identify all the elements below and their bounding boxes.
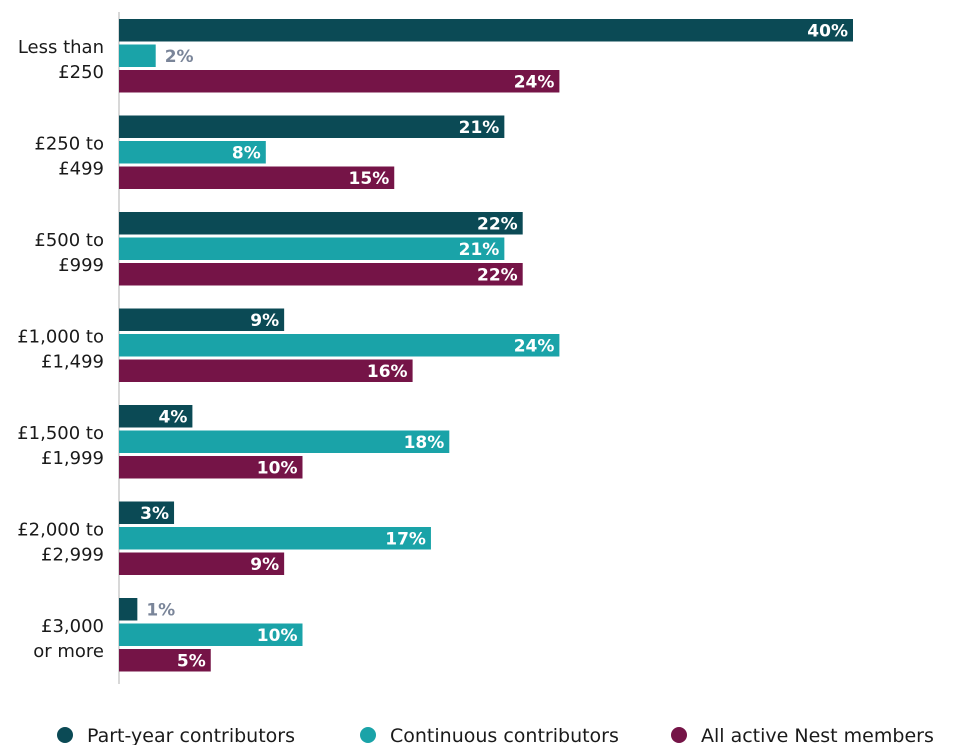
plot-area: Less than £250 40% 2% 24% £250 to £499 21% 8% 15%… [17, 12, 853, 684]
category-label: £500 to £999 [34, 230, 104, 276]
bar [119, 527, 431, 550]
bar [119, 552, 285, 575]
legend-label: Continuous contributors [390, 725, 619, 745]
data-label: 40% [807, 21, 848, 41]
category-label-line: £1,000 to [17, 326, 104, 347]
data-label: 10% [257, 626, 298, 646]
data-label: 8% [232, 143, 261, 163]
category-label: £1,000 to £1,499 [17, 326, 104, 372]
bar [119, 237, 505, 260]
data-label: 5% [177, 651, 206, 671]
bar [119, 430, 450, 453]
category-label-line: £250 [58, 62, 104, 83]
bar [119, 405, 193, 428]
category-label-line: £499 [58, 158, 104, 179]
legend-marker [671, 727, 687, 743]
data-label: 21% [459, 118, 500, 138]
data-label: 3% [140, 504, 169, 524]
category-label-line: £3,000 [41, 616, 104, 637]
bar [119, 115, 505, 138]
legend: Part-year contributors Continuous contrib… [57, 725, 934, 745]
bar [119, 501, 175, 524]
bar [119, 44, 156, 67]
data-label: 15% [349, 169, 390, 189]
bar [119, 70, 560, 93]
category-label: £3,000 or more [33, 616, 104, 662]
data-label: 18% [404, 433, 445, 453]
data-label: 4% [159, 407, 188, 427]
category-label-line: Less than [18, 37, 104, 58]
category-label: £2,000 to £2,999 [17, 519, 104, 565]
bar [119, 308, 285, 331]
bar [119, 649, 211, 672]
category-label: £1,500 to £1,999 [17, 423, 104, 469]
category-label: Less than £250 [18, 37, 104, 83]
category-label-line: £2,999 [41, 544, 104, 565]
bar [119, 598, 138, 621]
data-label: 16% [367, 362, 408, 382]
bar [119, 623, 303, 646]
data-label: 22% [477, 265, 518, 285]
category-label-line: or more [33, 641, 104, 662]
category-label: £250 to £499 [34, 133, 104, 179]
legend-label: All active Nest members [701, 725, 934, 745]
bar [119, 212, 523, 235]
bar [119, 359, 413, 382]
data-label: 2% [165, 47, 194, 67]
bar [119, 166, 395, 189]
data-label: 9% [250, 311, 279, 331]
data-label: 24% [514, 72, 555, 92]
bar [119, 263, 523, 286]
legend-label: Part-year contributors [87, 725, 295, 745]
data-label: 22% [477, 214, 518, 234]
data-label: 1% [146, 600, 175, 620]
data-label: 17% [385, 529, 426, 549]
bar [119, 141, 266, 164]
category-label-line: £1,500 to [17, 423, 104, 444]
data-label: 10% [257, 458, 298, 478]
category-label-line: £1,499 [41, 351, 104, 372]
legend-marker [360, 727, 376, 743]
category-label-line: £2,000 to [17, 519, 104, 540]
category-label-line: £1,999 [41, 448, 104, 469]
data-label: 9% [250, 555, 279, 575]
category-label-line: £999 [58, 255, 104, 276]
category-label-line: £250 to [34, 133, 104, 154]
legend-marker [57, 727, 73, 743]
category-label-line: £500 to [34, 230, 104, 251]
bar [119, 456, 303, 479]
bar [119, 19, 853, 42]
data-label: 24% [514, 336, 555, 356]
data-label: 21% [459, 240, 500, 260]
bar [119, 334, 560, 357]
